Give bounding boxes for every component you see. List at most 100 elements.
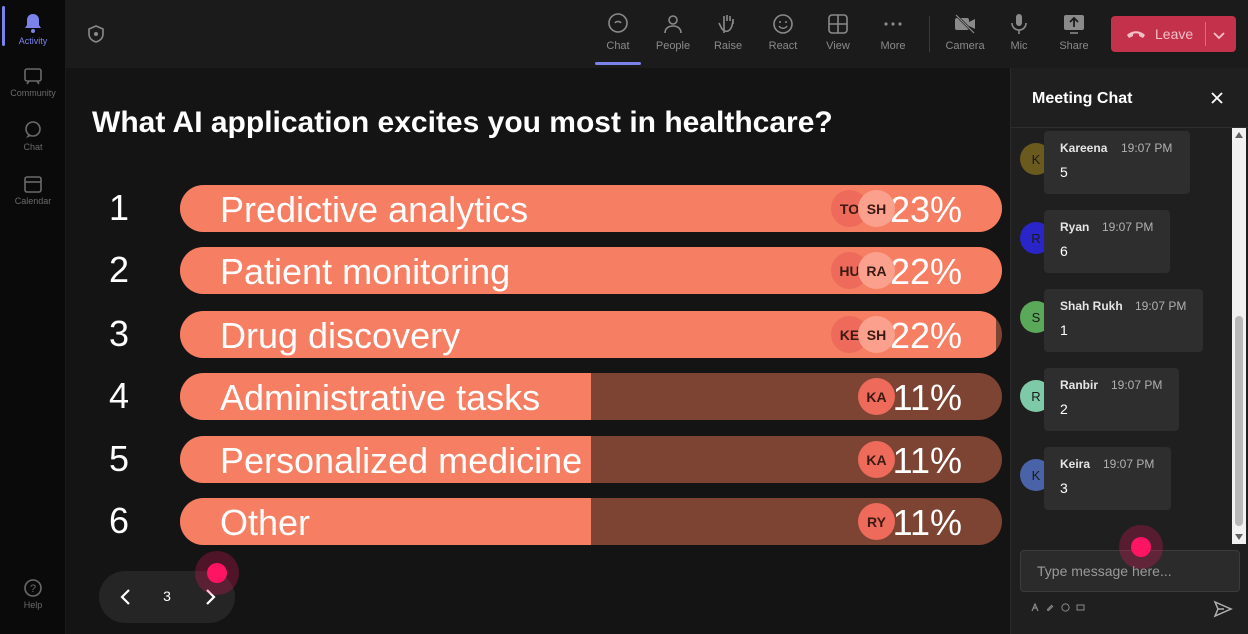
poll-result-bar: Drug discovery KE SH 22% [180, 311, 1002, 358]
message-text: 2 [1060, 401, 1068, 417]
app-rail: Activity Community Chat Calendar ? Help [0, 0, 66, 634]
scroll-thumb[interactable] [1235, 316, 1243, 526]
poll-option-percent: 11% [892, 440, 962, 481]
message-author: Shah Rukh [1060, 299, 1123, 313]
toolbar-mic-button[interactable]: Mic [995, 12, 1043, 52]
chat-icon [608, 13, 628, 33]
avatar-initial: K [1031, 151, 1041, 167]
poll-option-label: Drug discovery [220, 315, 461, 356]
toolbar-react-label: React [768, 40, 798, 52]
poll-option-label: Other [220, 502, 311, 543]
rail-item-label: Community [10, 88, 56, 98]
send-icon[interactable] [1213, 599, 1233, 619]
toolbar-chat-button[interactable]: Chat [594, 12, 642, 65]
raise-hand-icon [718, 15, 734, 33]
format-toolbar [1031, 603, 1085, 612]
poll-result-fill [180, 436, 591, 483]
rail-item-help[interactable]: ? Help [0, 578, 66, 610]
rail-item-label: Calendar [14, 196, 52, 206]
toolbar-chat-label: Chat [606, 40, 630, 52]
rail-item-calendar[interactable]: Calendar [0, 174, 66, 206]
message-author: Ryan [1060, 220, 1090, 234]
poll-option-label: Administrative tasks [220, 377, 541, 418]
share-screen-icon [1064, 15, 1084, 34]
poll-option-percent: 23% [889, 189, 962, 230]
poll-rank: 3 [108, 313, 130, 354]
toolbar-people-button[interactable]: People [649, 12, 697, 52]
toolbar-more-button[interactable]: More [869, 12, 917, 52]
chevron-left-icon[interactable] [117, 587, 135, 607]
toolbar-camera-button[interactable]: Camera [941, 12, 989, 52]
poll-result-fill [180, 373, 591, 420]
poll-rank: 4 [108, 375, 130, 416]
toolbar-raise-label: Raise [713, 40, 743, 52]
chevron-right-icon[interactable] [201, 587, 219, 607]
pointer-highlight [207, 563, 227, 583]
leave-label: Leave [1155, 26, 1194, 42]
poll-option-percent: 11% [892, 377, 962, 418]
rail-item-label: Chat [23, 142, 43, 152]
rail-active-indicator [2, 6, 5, 46]
message-author: Kareena [1060, 141, 1108, 155]
toolbar-view-label: View [826, 40, 850, 52]
chat-divider [1011, 127, 1248, 128]
toolbar-share-label: Share [1059, 40, 1089, 52]
message-text: 5 [1060, 164, 1068, 180]
toolbar-share-button[interactable]: Share [1050, 12, 1098, 52]
poll-option-percent: 22% [889, 315, 962, 356]
voter-avatar: RA [858, 252, 895, 289]
chat-message-input[interactable] [1020, 550, 1240, 592]
format-text-icon[interactable] [1031, 603, 1040, 612]
voter-avatar: KA [858, 378, 895, 415]
scroll-down-arrow[interactable] [1235, 534, 1243, 540]
poll-option-label: Patient monitoring [220, 251, 511, 292]
attach-icon[interactable] [1046, 603, 1055, 612]
poll-result-bar: Administrative tasks KA 11% [180, 373, 1002, 420]
message-text: 3 [1060, 480, 1068, 496]
close-icon[interactable] [1209, 90, 1225, 106]
rail-item-community[interactable]: Community [0, 66, 66, 98]
gif-icon[interactable] [1076, 603, 1085, 612]
leave-button[interactable]: Leave [1111, 16, 1236, 52]
message-timestamp: 19:07 PM [1103, 457, 1155, 471]
toolbar-divider [929, 16, 930, 52]
message-bubble: Keira 19:07 PM 3 [1044, 447, 1171, 510]
message-timestamp: 19:07 PM [1135, 299, 1187, 313]
toolbar-react-button[interactable]: React [759, 12, 807, 52]
rail-item-activity[interactable]: Activity [0, 12, 66, 46]
toolbar-people-label: People [655, 40, 691, 52]
message-timestamp: 19:07 PM [1121, 141, 1173, 155]
message-timestamp: 19:07 PM [1111, 378, 1163, 392]
active-tab-indicator [595, 62, 641, 65]
svg-text:?: ? [30, 583, 36, 595]
toolbar-raise-button[interactable]: Raise [704, 12, 752, 52]
message-author: Keira [1060, 457, 1091, 471]
poll-result-bar: Predictive analytics TO SH 23% [180, 185, 1002, 232]
page-number: 3 [163, 588, 171, 604]
hang-up-icon [1127, 31, 1145, 38]
scroll-up-arrow[interactable] [1235, 132, 1243, 138]
meeting-toolbar: Chat People Raise React View More Camera… [66, 0, 1248, 68]
emoji-icon[interactable] [1061, 603, 1070, 612]
people-icon [664, 15, 682, 34]
bell-icon [25, 14, 41, 33]
toolbar-mic-label: Mic [1010, 40, 1028, 52]
voter-avatar: RY [858, 503, 895, 540]
toolbar-view-button[interactable]: View [814, 12, 862, 52]
poll-rank: 6 [108, 500, 130, 541]
rail-item-chat[interactable]: Chat [0, 120, 66, 152]
chat-scrollbar[interactable] [1232, 128, 1246, 544]
meeting-chat-panel: Meeting Chat K Kareena 19:07 PM 5 R Ryan 19:07… [1010, 68, 1248, 634]
camera-off-icon [955, 14, 975, 34]
poll-result-bar: Patient monitoring HU RA 22% [180, 247, 1002, 294]
message-bubble: Shah Rukh 19:07 PM 1 [1044, 289, 1203, 352]
shield-icon[interactable] [86, 24, 106, 44]
help-icon: ? [24, 579, 42, 597]
poll-rank: 2 [108, 249, 130, 290]
poll-result-fill [180, 498, 591, 545]
community-icon [24, 68, 42, 85]
poll-stage: What AI application excites you most in … [66, 68, 1010, 634]
message-text: 6 [1060, 243, 1068, 259]
chevron-down-icon[interactable] [1212, 28, 1226, 42]
poll-option-percent: 11% [892, 502, 962, 543]
